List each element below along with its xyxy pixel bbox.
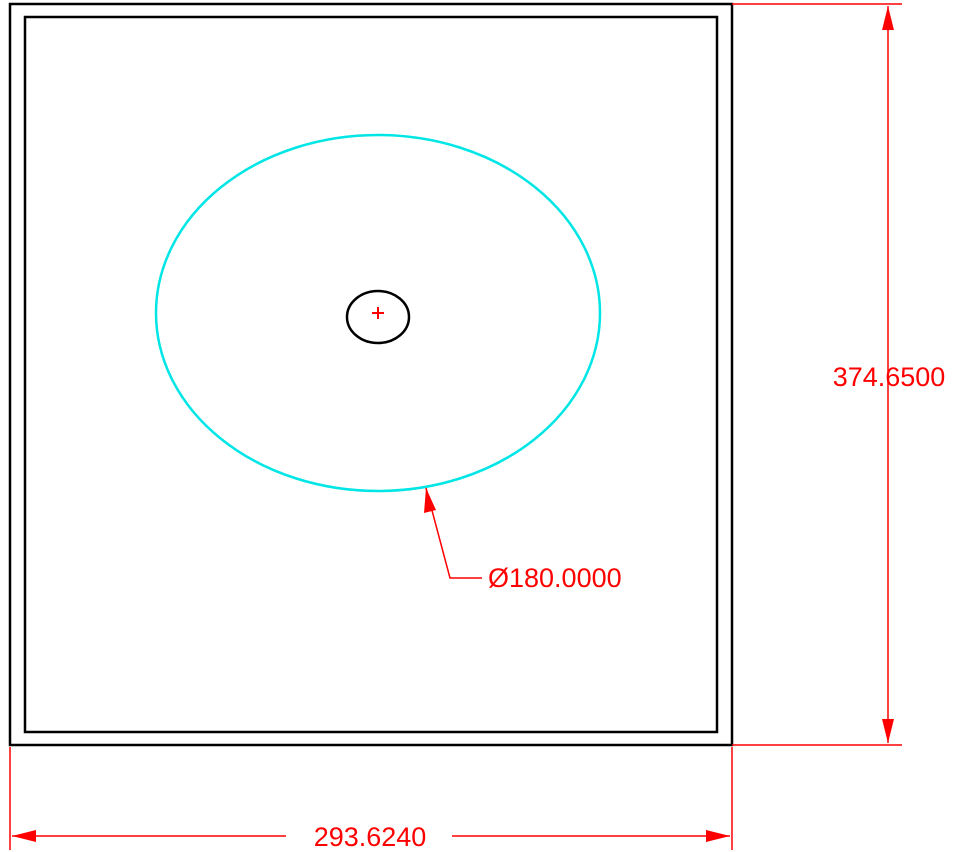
width-arrow-right (706, 830, 730, 842)
height-arrow-top (882, 6, 894, 30)
diameter-dimension: Ø180.0000 (424, 488, 622, 593)
height-dimension: 374.6500 (732, 4, 945, 745)
plus-icon (372, 307, 384, 319)
diameter-dimension-label: Ø180.0000 (488, 563, 622, 593)
width-arrow-left (12, 830, 36, 842)
height-arrow-bottom (882, 719, 894, 743)
plate-outer-outline (10, 4, 732, 745)
diameter-arrow (424, 488, 436, 513)
height-dimension-label: 374.6500 (833, 362, 946, 392)
width-dimension: 293.6240 (10, 747, 732, 852)
width-dimension-label: 293.6240 (314, 822, 427, 852)
diameter-leader-line (426, 488, 482, 578)
plate-inner-outline (25, 17, 717, 732)
